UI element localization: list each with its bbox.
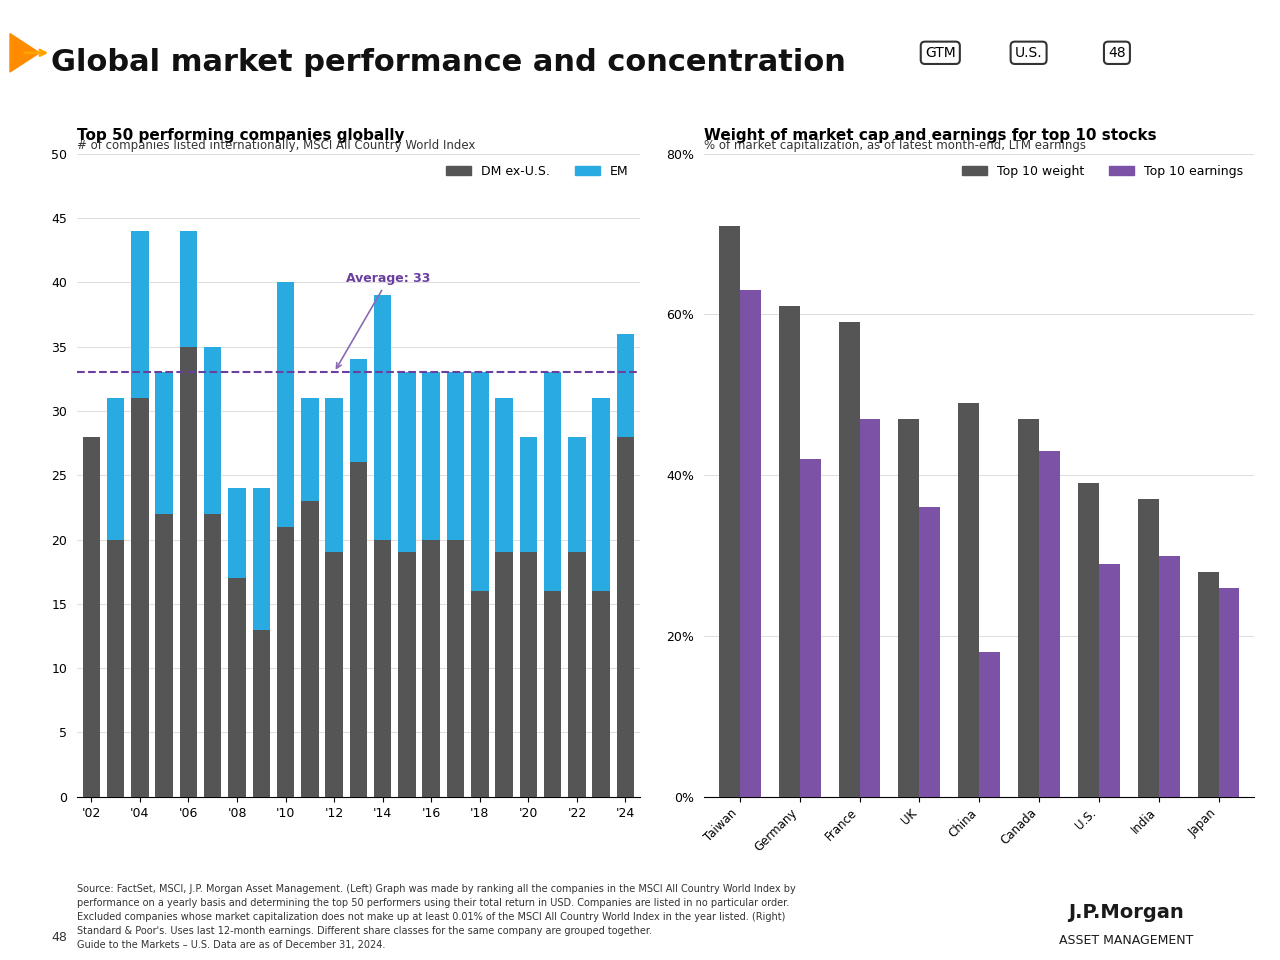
Bar [301, 501, 319, 797]
Bar [1018, 419, 1039, 797]
Bar [228, 488, 246, 578]
Bar [495, 552, 513, 797]
Bar [899, 419, 919, 797]
Bar [204, 347, 221, 514]
Bar [568, 437, 586, 552]
Text: Source: FactSet, MSCI, J.P. Morgan Asset Management. (Left) Graph was made by ra: Source: FactSet, MSCI, J.P. Morgan Asset… [77, 884, 796, 950]
Bar [919, 507, 941, 797]
Bar [719, 226, 740, 797]
Bar [979, 652, 1000, 797]
Text: U.S.: U.S. [1015, 46, 1042, 60]
Bar [325, 552, 343, 797]
Bar [617, 437, 634, 797]
Text: 48: 48 [1108, 46, 1125, 60]
Bar [228, 578, 246, 797]
Bar [1098, 564, 1120, 797]
Text: 48: 48 [51, 931, 67, 944]
Bar [108, 398, 124, 540]
Bar [447, 540, 465, 797]
Bar [252, 488, 270, 630]
Text: % of market capitalization, as of latest month-end, LTM earnings: % of market capitalization, as of latest… [704, 139, 1085, 152]
Bar [447, 372, 465, 540]
Bar [568, 552, 586, 797]
Bar [593, 398, 609, 591]
Bar [1078, 483, 1098, 797]
Bar [422, 540, 440, 797]
Bar [374, 540, 392, 797]
Bar [155, 372, 173, 514]
Text: Average: 33: Average: 33 [337, 273, 430, 369]
Bar [617, 334, 634, 437]
Bar [374, 295, 392, 540]
Bar [252, 630, 270, 797]
Bar [1219, 588, 1239, 797]
Bar [1198, 571, 1219, 797]
Bar [276, 527, 294, 797]
Bar [1158, 556, 1180, 797]
Legend: Top 10 weight, Top 10 earnings: Top 10 weight, Top 10 earnings [956, 160, 1248, 182]
Bar [155, 514, 173, 797]
Bar [179, 347, 197, 797]
Text: Global market performance and concentration: Global market performance and concentrat… [51, 48, 846, 77]
Bar [325, 398, 343, 552]
Bar [800, 459, 820, 797]
Bar [83, 437, 100, 797]
Bar [860, 419, 881, 797]
Bar [204, 514, 221, 797]
Bar [349, 463, 367, 797]
Bar [520, 437, 538, 552]
Text: J.P.Morgan: J.P.Morgan [1069, 902, 1184, 922]
Bar [593, 591, 609, 797]
Text: GTM: GTM [925, 46, 956, 60]
Bar [131, 230, 148, 398]
Text: # of companies listed internationally, MSCI All Country World Index: # of companies listed internationally, M… [77, 139, 475, 152]
Bar [1039, 451, 1060, 797]
Polygon shape [10, 34, 40, 72]
Bar [301, 398, 319, 501]
Bar [108, 540, 124, 797]
Bar [276, 282, 294, 527]
Bar [471, 372, 489, 591]
Bar [1138, 499, 1158, 797]
Bar [398, 372, 416, 552]
Bar [495, 398, 513, 552]
Bar [422, 372, 440, 540]
Text: Top 50 performing companies globally: Top 50 performing companies globally [77, 128, 404, 143]
Bar [778, 306, 800, 797]
Bar [740, 290, 760, 797]
Bar [544, 372, 562, 591]
Text: ASSET MANAGEMENT: ASSET MANAGEMENT [1060, 934, 1193, 948]
Bar [959, 403, 979, 797]
Bar [131, 398, 148, 797]
Bar [471, 591, 489, 797]
Legend: DM ex-U.S., EM: DM ex-U.S., EM [442, 160, 634, 182]
Text: International: International [13, 429, 26, 531]
Bar [838, 323, 860, 797]
Bar [520, 552, 538, 797]
Bar [544, 591, 562, 797]
Bar [349, 359, 367, 463]
Text: Weight of market cap and earnings for top 10 stocks: Weight of market cap and earnings for to… [704, 128, 1157, 143]
Bar [179, 230, 197, 347]
Bar [398, 552, 416, 797]
